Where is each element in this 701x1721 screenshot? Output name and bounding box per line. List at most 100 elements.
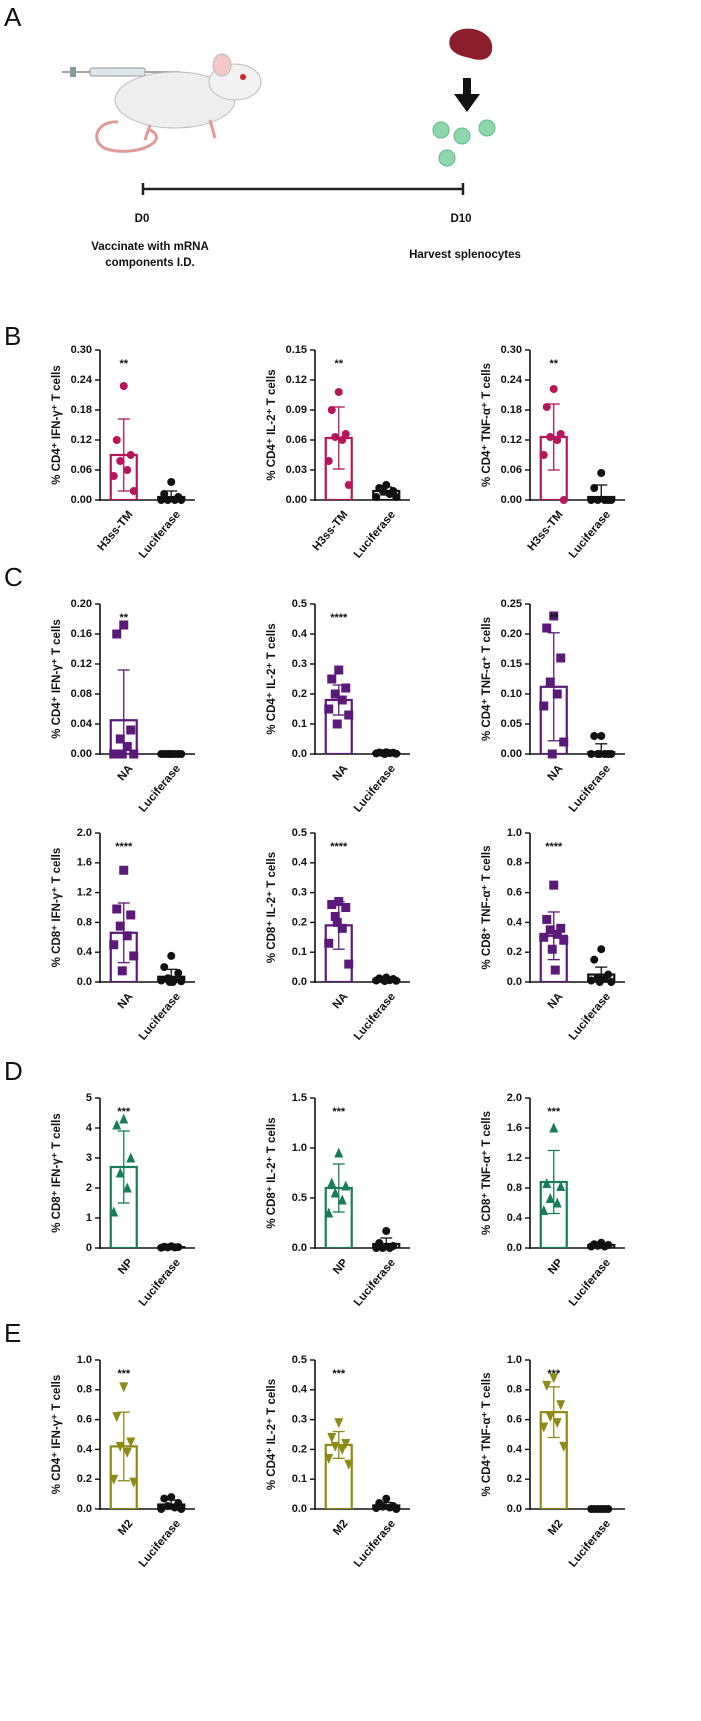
data-point <box>117 749 127 759</box>
data-point <box>119 1382 129 1393</box>
data-point <box>600 1505 609 1513</box>
data-point <box>587 750 596 758</box>
significance: *** <box>117 1368 131 1380</box>
y-axis-label: % CD8⁺ IL-2⁺ T cells <box>266 1117 278 1228</box>
x-tick-label: M2 <box>331 1518 350 1538</box>
y-tick-label: 0.3 <box>292 1414 307 1426</box>
data-point <box>378 487 387 495</box>
data-point <box>546 433 555 441</box>
data-point <box>160 1494 169 1503</box>
x-tick-label: Luciferase <box>567 1257 613 1309</box>
panel-label: B <box>4 321 21 351</box>
x-tick-label: Luciferase <box>352 991 398 1043</box>
x-tick-label: M2 <box>116 1518 135 1538</box>
y-tick-label: 0.1 <box>292 1473 307 1485</box>
y-tick-label: 1.0 <box>507 1354 522 1366</box>
data-point <box>344 481 353 489</box>
y-tick-label: 0.4 <box>77 1443 93 1455</box>
y-axis-label: % CD4⁺ IFN-γ⁺ T cells <box>51 365 63 485</box>
data-point <box>549 385 558 393</box>
chart: 0.00 0.03 0.06 0.09 0.12 0.15 % CD4⁺ IL-2⁺ T c… <box>266 344 410 561</box>
y-tick-label: 1.0 <box>77 1354 92 1366</box>
data-point <box>600 496 609 504</box>
data-point <box>126 725 136 735</box>
x-tick-label: NA <box>546 991 566 1011</box>
y-axis-label: % CD4⁺ IFN-γ⁺ T cells <box>51 619 63 739</box>
chart: 0.0 0.2 0.4 0.6 0.8 1.0 % CD8⁺ TNF-α⁺ T cells N… <box>481 827 625 1043</box>
data-point <box>559 1441 569 1452</box>
data-point <box>109 1474 119 1485</box>
mouse <box>95 53 262 153</box>
data-point <box>327 674 337 684</box>
data-point <box>338 436 347 444</box>
chart: 0.0 0.1 0.2 0.3 0.4 0.5 % CD4⁺ IL-2⁺ T cells NA… <box>266 598 410 815</box>
y-tick-label: 0.4 <box>292 1384 308 1396</box>
data-point <box>115 1167 125 1178</box>
y-tick-label: 0.25 <box>501 598 522 610</box>
y-tick-label: 0.0 <box>292 748 307 760</box>
panel-label: D <box>4 1056 23 1086</box>
x-tick-label: Luciferase <box>137 1257 183 1309</box>
data-point <box>327 406 336 414</box>
y-tick-label: 0.00 <box>71 748 92 760</box>
data-point <box>552 1197 562 1208</box>
y-tick-label: 1.5 <box>292 1092 307 1104</box>
data-point <box>115 734 125 744</box>
data-point <box>545 677 555 687</box>
data-point <box>556 430 565 438</box>
data-point <box>177 496 186 504</box>
y-axis-label: % CD4⁺ TNF-α⁺ T cells <box>481 617 493 741</box>
significance: ** <box>119 612 128 624</box>
data-point <box>597 732 606 740</box>
chart: 0.00 0.06 0.12 0.18 0.24 0.30 % CD4⁺ TNF-α⁺ T … <box>481 344 625 561</box>
data-point <box>590 732 599 740</box>
y-tick-label: 0.2 <box>77 1473 92 1485</box>
data-point <box>341 430 350 438</box>
x-tick-label: Luciferase <box>137 509 183 561</box>
data-point <box>330 689 340 699</box>
timepoint: D10 <box>450 213 471 225</box>
data-point <box>119 1113 129 1124</box>
data-point <box>587 976 596 985</box>
y-tick-label: 0.2 <box>507 1473 522 1485</box>
y-tick-label: 0.0 <box>507 976 522 988</box>
chart: 0 1 2 3 4 5 % CD8⁺ IFN-γ⁺ T cells NP Luciferase *… <box>51 1092 195 1309</box>
significance: ** <box>119 358 128 370</box>
significance: **** <box>115 841 133 853</box>
x-tick-label: NA <box>116 991 136 1011</box>
data-point <box>334 1418 344 1429</box>
data-point <box>539 701 549 711</box>
y-tick-label: 0.8 <box>77 1384 92 1396</box>
data-point <box>385 1503 394 1512</box>
x-tick-label: Luciferase <box>567 991 613 1043</box>
data-point <box>327 900 337 910</box>
y-tick-label: 0.4 <box>77 946 93 958</box>
data-point <box>593 1241 602 1250</box>
data-point <box>547 749 557 759</box>
error-bar <box>117 418 130 492</box>
plot-area <box>539 403 616 500</box>
data-point <box>167 478 176 486</box>
y-tick-label: 0.12 <box>501 434 522 446</box>
y-tick-label: 0.0 <box>77 1503 92 1515</box>
y-tick-label: 0.6 <box>507 1414 522 1426</box>
y-tick-label: 0.08 <box>71 688 92 700</box>
data-point <box>587 496 596 504</box>
chart: 0.00 0.04 0.08 0.12 0.16 0.20 % CD4⁺ IFN-γ⁺ T … <box>51 598 195 815</box>
data-point <box>385 490 394 498</box>
chart: 0.00 0.05 0.10 0.15 0.20 0.25 % CD4⁺ TNF-α⁺ T … <box>481 598 625 815</box>
data-point <box>157 496 166 504</box>
data-point <box>597 945 606 954</box>
data-point <box>332 719 342 729</box>
error-bar <box>165 490 178 500</box>
data-point <box>539 932 549 942</box>
x-tick-label: Luciferase <box>567 509 613 561</box>
data-point <box>160 490 169 498</box>
y-axis-label: % CD4⁺ IL-2⁺ T cells <box>266 623 278 734</box>
data-point <box>542 1380 552 1391</box>
data-point <box>341 903 351 912</box>
data-point <box>116 457 125 465</box>
data-point <box>122 742 132 751</box>
data-point <box>553 436 562 444</box>
data-point <box>547 944 557 954</box>
